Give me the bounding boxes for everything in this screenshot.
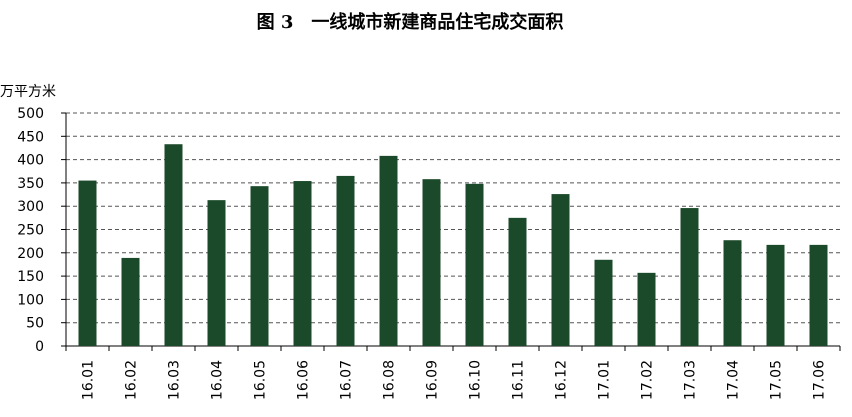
x-tick-label: 16.06: [296, 360, 312, 400]
x-tick-label: 16.05: [253, 360, 269, 400]
bar: [164, 144, 183, 346]
x-tick-label: 16.03: [167, 360, 183, 400]
bar: [809, 244, 828, 346]
x-tick-label: 16.12: [554, 360, 570, 400]
bar: [379, 155, 398, 346]
x-tick-label: 17.03: [683, 360, 699, 400]
bar: [766, 244, 785, 346]
bar: [551, 194, 570, 346]
bar: [637, 272, 656, 346]
x-tick-label: 16.09: [425, 360, 441, 400]
bar: [121, 257, 140, 346]
bar: [680, 208, 699, 346]
y-tick-label: 150: [17, 269, 44, 285]
y-tick-label: 500: [17, 106, 44, 122]
y-tick-label: 300: [17, 199, 44, 215]
y-tick-label: 100: [17, 292, 44, 308]
x-tick-label: 17.04: [726, 360, 742, 400]
x-tick-label: 16.11: [511, 360, 527, 400]
bar: [465, 183, 484, 346]
bar: [250, 186, 269, 346]
y-tick-label: 350: [17, 176, 44, 192]
bar: [594, 259, 613, 346]
x-tick-label: 17.06: [812, 360, 828, 400]
y-tick-label: 250: [17, 223, 44, 239]
bar: [78, 180, 97, 346]
x-tick-label: 16.01: [81, 360, 97, 400]
y-tick-label: 0: [35, 339, 44, 355]
chart-title: 图 3 一线城市新建商品住宅成交面积: [257, 11, 564, 33]
x-tick-label: 16.08: [382, 360, 398, 400]
bar: [336, 175, 355, 346]
bar: [293, 181, 312, 346]
x-tick-label: 16.04: [210, 360, 226, 400]
y-tick-label: 50: [26, 316, 44, 332]
y-tick-label: 450: [17, 129, 44, 145]
x-tick-label: 17.02: [640, 360, 656, 400]
x-tick-label: 16.10: [468, 360, 484, 400]
y-tick-label: 200: [17, 246, 44, 262]
y-tick-label: 400: [17, 153, 44, 169]
x-tick-label: 16.07: [339, 360, 355, 400]
x-tick-label: 16.02: [124, 360, 140, 400]
bar: [508, 217, 527, 346]
bar: [723, 240, 742, 346]
x-tick-label: 17.01: [597, 360, 613, 400]
bar: [422, 179, 441, 346]
y-axis-label: 万平方米: [0, 84, 56, 100]
bar: [207, 200, 226, 346]
x-tick-label: 17.05: [769, 360, 785, 400]
